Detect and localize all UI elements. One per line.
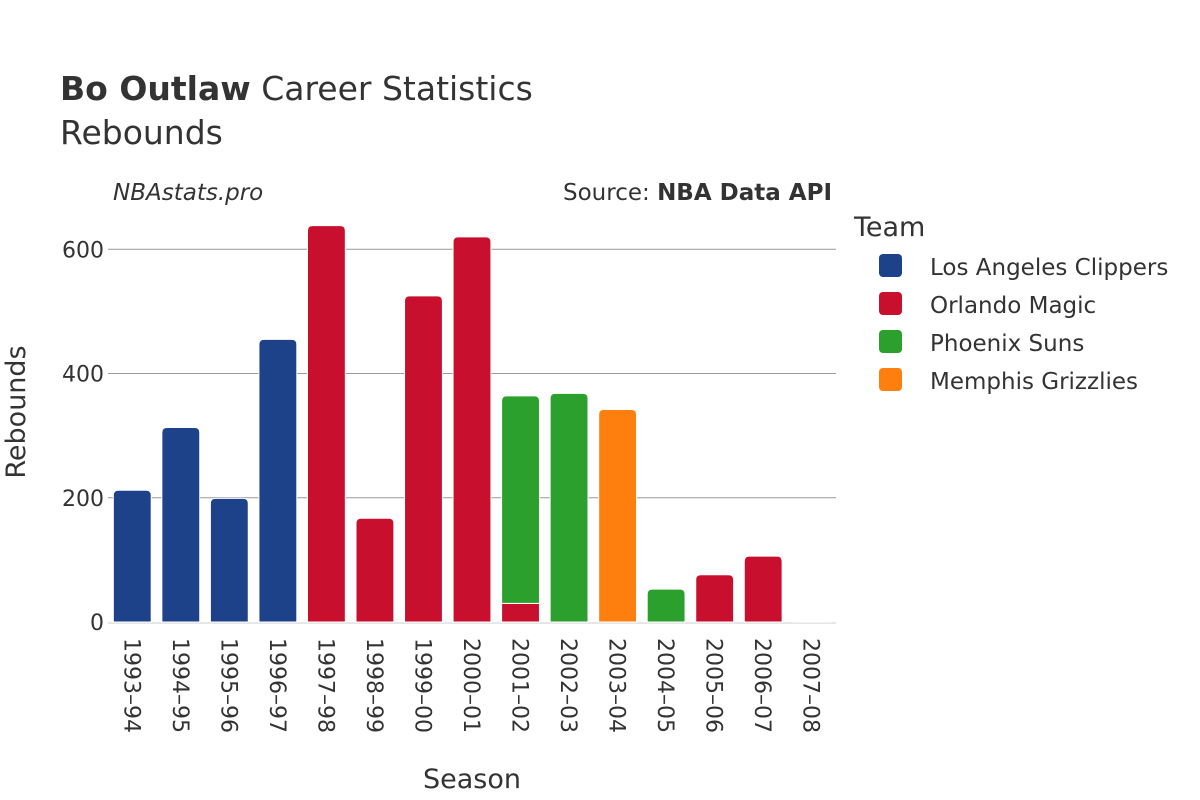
legend-item[interactable]: Orlando Magic [879, 292, 1096, 319]
x-tick-label: 1994–95 [167, 638, 192, 733]
bar[interactable] [355, 517, 395, 623]
chart-title: Bo Outlaw Career Statistics [60, 69, 533, 108]
source-prefix: Source: [563, 180, 657, 206]
legend-swatch [879, 254, 902, 277]
bar[interactable] [598, 409, 638, 623]
legend-item[interactable]: Memphis Grizzlies [879, 368, 1138, 395]
bar[interactable] [452, 236, 492, 623]
legend: Team Los Angeles Clippers Orlando Magic Ph… [853, 212, 1168, 395]
bar[interactable] [161, 427, 201, 623]
y-tick-label: 200 [62, 487, 104, 512]
y-axis-ticks: 0 200 400 600 [62, 238, 104, 636]
x-axis-title: Season [423, 764, 521, 795]
x-tick-label: 1999–00 [409, 638, 434, 733]
chart-subtitle: Rebounds [60, 113, 223, 152]
y-axis-title: Rebounds [1, 345, 32, 478]
x-tick-label: 1998–99 [361, 638, 386, 733]
y-tick-label: 0 [90, 611, 104, 636]
x-tick-label: 2004–05 [652, 638, 677, 733]
x-tick-label: 2007–08 [798, 638, 823, 733]
legend-label: Orlando Magic [930, 293, 1096, 319]
bar[interactable] [695, 574, 735, 623]
x-tick-label: 2006–07 [749, 638, 774, 733]
legend-title: Team [853, 212, 925, 243]
x-tick-label: 2002–03 [555, 638, 580, 733]
legend-swatch [879, 292, 902, 315]
legend-label: Los Angeles Clippers [930, 255, 1168, 281]
x-tick-label: 2001–02 [507, 638, 532, 733]
x-axis-ticks: 1993–94 1994–95 1995–96 1996–97 1997–98 1998–… [118, 638, 822, 733]
x-tick-label: 2005–06 [701, 638, 726, 733]
bar[interactable] [404, 295, 443, 623]
source-label: Source: NBA Data API [563, 180, 832, 206]
legend-swatch [879, 368, 902, 391]
bar[interactable] [209, 497, 249, 623]
x-tick-label: 1996–97 [264, 638, 289, 733]
player-name: Bo Outlaw [60, 69, 251, 108]
legend-label: Memphis Grizzlies [930, 369, 1138, 395]
source-name: NBA Data API [657, 180, 832, 206]
bar[interactable] [306, 225, 346, 623]
legend-swatch [879, 330, 902, 353]
x-tick-label: 2000–01 [458, 638, 483, 733]
bar[interactable] [501, 602, 540, 623]
y-tick-label: 400 [62, 363, 104, 388]
title-rest: Career Statistics [251, 69, 533, 108]
bar[interactable] [743, 555, 783, 623]
bar[interactable] [646, 588, 686, 623]
bar[interactable] [112, 489, 152, 623]
bars [112, 225, 832, 623]
x-tick-label: 1995–96 [215, 638, 240, 733]
x-tick-label: 2003–04 [604, 638, 629, 733]
legend-label: Phoenix Suns [930, 331, 1084, 357]
bar[interactable] [792, 620, 832, 623]
bar[interactable] [501, 395, 540, 604]
bar[interactable] [549, 392, 589, 623]
legend-item[interactable]: Phoenix Suns [879, 330, 1084, 357]
watermark: NBAstats.pro [113, 180, 263, 206]
bar[interactable] [258, 338, 298, 623]
x-tick-label: 1997–98 [312, 638, 337, 733]
legend-item[interactable]: Los Angeles Clippers [879, 254, 1168, 281]
y-tick-label: 600 [62, 238, 104, 263]
x-tick-label: 1993–94 [118, 638, 143, 733]
